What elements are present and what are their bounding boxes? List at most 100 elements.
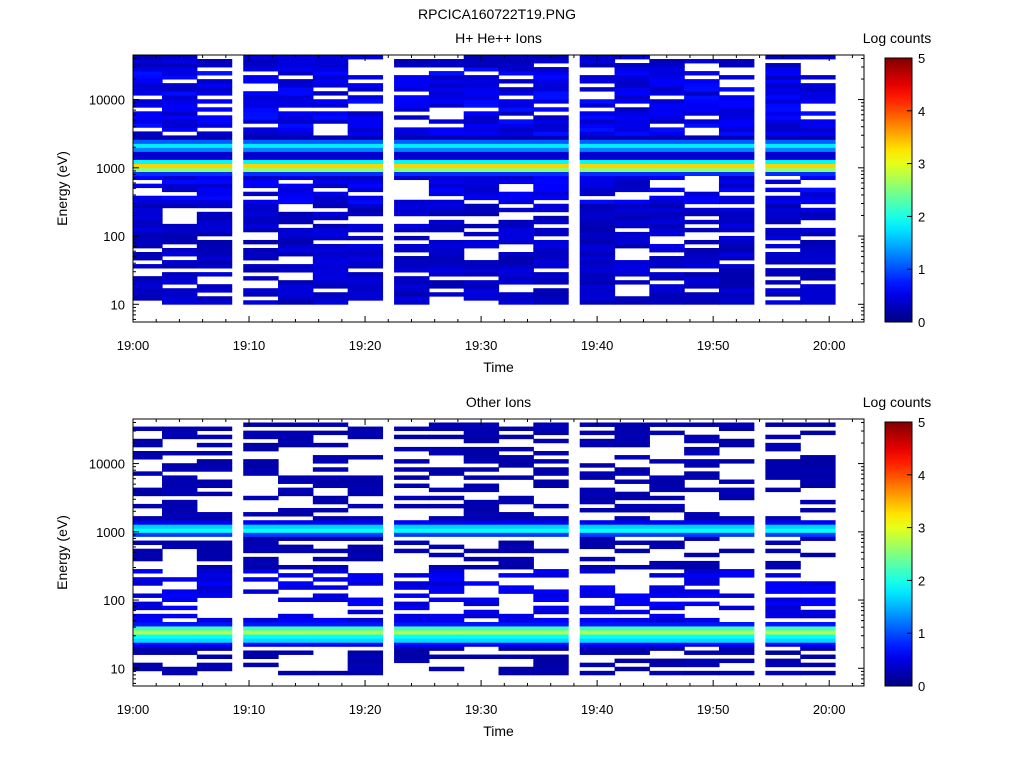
heatmap-cell	[394, 276, 430, 281]
heatmap-cell	[243, 55, 279, 60]
heatmap-cell	[243, 75, 279, 80]
heatmap-cell	[765, 71, 801, 76]
heatmap-cell	[347, 634, 384, 639]
heatmap-cell	[579, 646, 616, 651]
heatmap-cell	[649, 175, 685, 181]
heatmap-cell	[196, 167, 233, 172]
heatmap-cell	[312, 231, 349, 237]
heatmap-cell	[278, 621, 314, 627]
colorbar-tick-label: 3	[918, 521, 925, 536]
heatmap-cell	[765, 560, 801, 566]
colorbar-tick-label: 5	[918, 51, 925, 66]
heatmap-cell	[278, 438, 314, 444]
heatmap-cell	[162, 507, 198, 513]
heatmap-cell	[278, 288, 314, 293]
heatmap-cell	[765, 613, 801, 619]
heatmap-cell	[800, 430, 836, 436]
heatmap-cell	[162, 426, 198, 432]
heatmap-cell	[196, 231, 233, 237]
heatmap-cell	[278, 211, 314, 217]
heatmap-cell	[765, 621, 801, 627]
y-tick-label: 1000	[96, 525, 125, 540]
heatmap-cell	[278, 215, 314, 221]
heatmap-cell	[614, 264, 650, 269]
heatmap-cell	[162, 296, 198, 301]
heatmap-cell	[394, 95, 430, 100]
heatmap-cell	[579, 183, 616, 189]
heatmap-cell	[533, 272, 569, 277]
heatmap-cell	[463, 634, 500, 639]
y-tick-label: 1000	[96, 161, 125, 176]
heatmap-cell	[394, 223, 430, 229]
heatmap-cell	[579, 59, 616, 64]
heatmap-cell	[684, 143, 720, 148]
heatmap-cell	[243, 634, 279, 639]
heatmap-cell	[765, 459, 801, 464]
heatmap-cell	[196, 175, 233, 181]
heatmap-cell	[765, 642, 801, 647]
heatmap-cell	[463, 296, 500, 301]
heatmap-cell	[614, 646, 650, 651]
heatmap-cell	[162, 463, 198, 468]
heatmap-cell	[312, 63, 349, 68]
heatmap-cell	[498, 613, 534, 619]
heatmap-cell	[649, 276, 685, 281]
heatmap-cell	[614, 491, 650, 497]
heatmap-cell	[649, 115, 685, 120]
heatmap-cell	[498, 626, 534, 631]
heatmap-cell	[243, 589, 279, 594]
heatmap-cell	[428, 268, 465, 273]
heatmap-cell	[533, 95, 569, 100]
heatmap-cell	[800, 463, 836, 468]
heatmap-cell	[243, 207, 279, 213]
heatmap-cell	[133, 280, 163, 285]
heatmap-cell	[718, 223, 755, 229]
heatmap-cell	[278, 167, 314, 172]
heatmap-cell	[498, 617, 534, 623]
heatmap-cell	[765, 131, 801, 136]
heatmap-cell	[394, 171, 430, 177]
heatmap-cell	[533, 459, 569, 464]
heatmap-cell	[614, 111, 650, 116]
heatmap-cell	[533, 139, 569, 144]
heatmap-cell	[312, 475, 349, 480]
heatmap-cell	[278, 642, 314, 647]
heatmap-cell	[162, 235, 198, 241]
heatmap-cell	[649, 617, 685, 623]
heatmap-cell	[394, 601, 430, 607]
heatmap-cell	[463, 195, 500, 201]
heatmap-cell	[312, 59, 349, 64]
heatmap-cell	[428, 87, 465, 92]
heatmap-cell	[614, 455, 650, 460]
heatmap-cell	[428, 544, 465, 550]
heatmap-cell	[428, 179, 465, 185]
colorbar-tick-label: 5	[918, 415, 925, 430]
heatmap-cell	[428, 434, 465, 440]
heatmap-cell	[196, 247, 233, 253]
heatmap-cell	[649, 544, 685, 550]
heatmap-cell	[765, 63, 801, 68]
heatmap-cell	[133, 581, 163, 586]
heatmap-cell	[684, 459, 720, 464]
x-tick-label: 19:00	[117, 702, 150, 717]
heatmap-cell	[133, 520, 163, 525]
heatmap-cell	[243, 650, 279, 655]
heatmap-cell	[243, 131, 279, 136]
heatmap-cell	[133, 151, 163, 156]
heatmap-cell	[133, 288, 163, 293]
heatmap-cell	[278, 231, 314, 237]
heatmap-cell	[800, 195, 836, 201]
heatmap-cell	[684, 219, 720, 225]
heatmap-cell	[394, 99, 430, 104]
heatmap-cell	[394, 634, 430, 639]
heatmap-cell	[498, 191, 534, 197]
heatmap-cell	[278, 155, 314, 160]
heatmap-cell	[800, 670, 836, 676]
heatmap-cell	[196, 621, 233, 627]
heatmap-cell	[533, 59, 569, 64]
heatmap-cell	[684, 638, 720, 643]
heatmap-cell	[278, 111, 314, 116]
y-axis-label: Energy (eV)	[54, 515, 70, 590]
heatmap-cell	[133, 503, 163, 509]
heatmap-cell	[765, 83, 801, 88]
